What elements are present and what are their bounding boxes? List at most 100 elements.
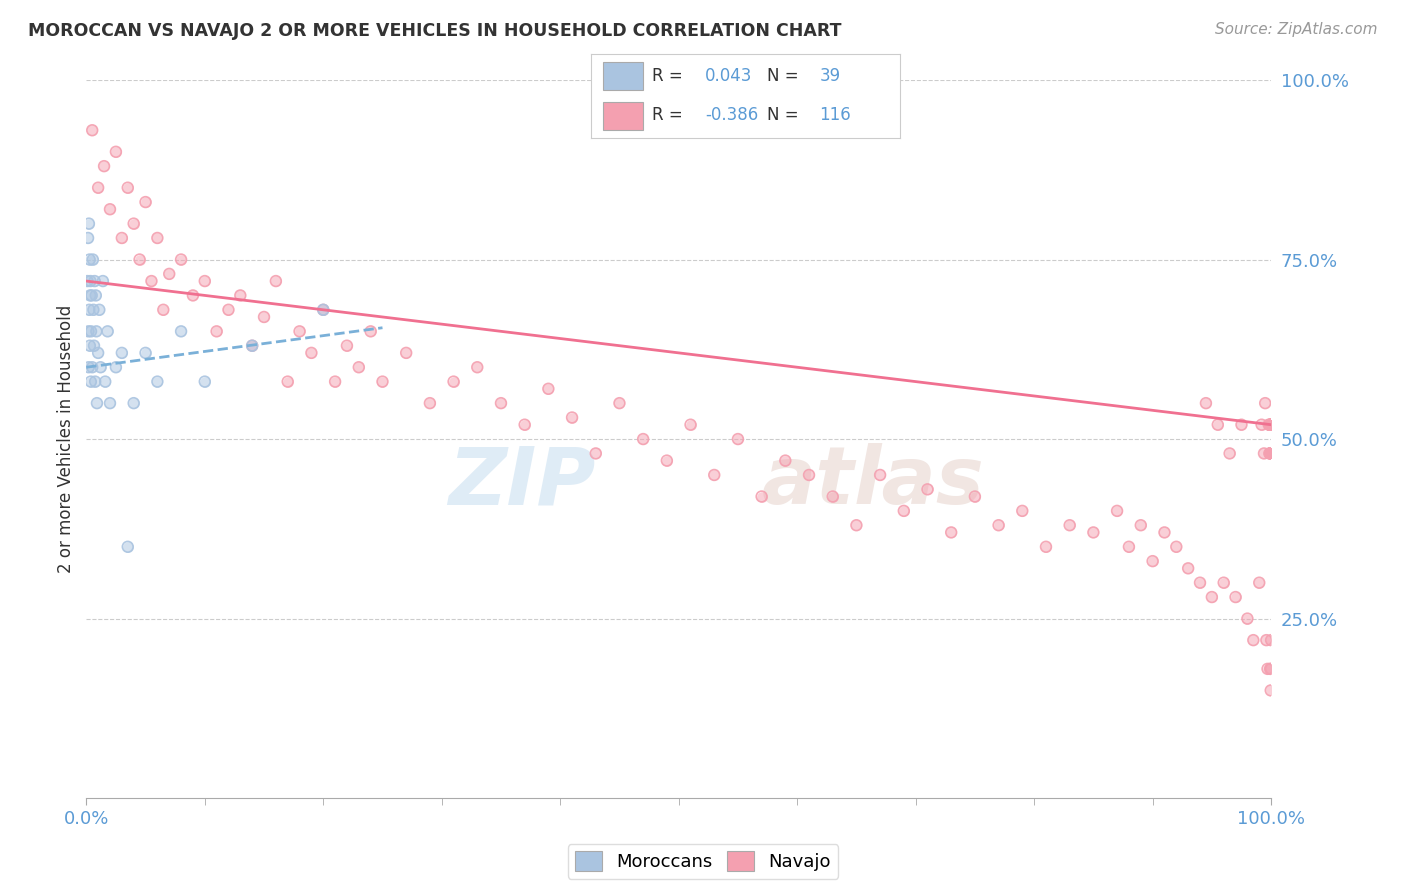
Point xyxy=(1129,518,1152,533)
Point xyxy=(240,339,263,353)
Text: ZIP: ZIP xyxy=(449,443,596,521)
Point xyxy=(963,490,986,504)
Point xyxy=(87,346,110,360)
Point xyxy=(1258,446,1281,460)
Point xyxy=(194,274,217,288)
Point xyxy=(395,346,418,360)
Point xyxy=(77,231,100,245)
Point xyxy=(1118,540,1140,554)
Point xyxy=(1254,396,1277,410)
Point xyxy=(1257,662,1279,676)
Point xyxy=(963,490,986,504)
Point xyxy=(1260,417,1282,432)
Point xyxy=(82,252,104,267)
Point xyxy=(91,274,114,288)
Point xyxy=(312,302,335,317)
Point xyxy=(537,382,560,396)
Point xyxy=(157,267,180,281)
Point xyxy=(1260,446,1282,460)
Point xyxy=(264,274,287,288)
Point xyxy=(631,432,654,446)
Point xyxy=(419,396,441,410)
Point xyxy=(82,302,104,317)
Point xyxy=(1177,561,1199,575)
Point xyxy=(1153,525,1175,540)
Point xyxy=(1260,417,1282,432)
Text: atlas: atlas xyxy=(762,443,984,521)
Point xyxy=(347,360,370,375)
Point xyxy=(1257,417,1279,432)
Point xyxy=(1195,396,1218,410)
Point xyxy=(83,339,105,353)
Point xyxy=(1250,417,1272,432)
Point xyxy=(87,346,110,360)
Point xyxy=(727,432,749,446)
Point xyxy=(1254,396,1277,410)
Point xyxy=(489,396,512,410)
Point xyxy=(371,375,394,389)
Point xyxy=(80,288,103,302)
Point xyxy=(135,346,157,360)
Point xyxy=(135,346,157,360)
Point xyxy=(561,410,583,425)
Point xyxy=(82,252,104,267)
Point xyxy=(117,540,139,554)
Point xyxy=(194,375,217,389)
Point xyxy=(655,453,678,467)
Point xyxy=(83,274,105,288)
Point xyxy=(82,123,104,137)
Point xyxy=(727,432,749,446)
Point xyxy=(1129,518,1152,533)
Point xyxy=(1260,446,1282,460)
Point xyxy=(1011,504,1033,518)
FancyBboxPatch shape xyxy=(603,62,643,90)
Point xyxy=(288,324,311,338)
Point xyxy=(609,396,631,410)
Point xyxy=(323,375,346,389)
Point xyxy=(79,274,101,288)
Point xyxy=(1253,446,1275,460)
Point xyxy=(152,302,174,317)
Point xyxy=(1258,417,1281,432)
Point xyxy=(1260,417,1282,432)
Point xyxy=(1260,446,1282,460)
Point xyxy=(240,339,263,353)
Point xyxy=(987,518,1010,533)
Point xyxy=(76,274,98,288)
Point xyxy=(77,302,100,317)
Point xyxy=(1083,525,1105,540)
Point xyxy=(1118,540,1140,554)
Point xyxy=(797,467,820,482)
Point xyxy=(845,518,868,533)
Point xyxy=(1241,633,1264,648)
Point xyxy=(146,231,169,245)
Point xyxy=(336,339,359,353)
Point xyxy=(1219,446,1241,460)
Point xyxy=(1260,446,1282,460)
Point xyxy=(157,267,180,281)
Legend: Moroccans, Navajo: Moroccans, Navajo xyxy=(568,844,838,879)
Point xyxy=(443,375,465,389)
Point xyxy=(1230,417,1253,432)
Point xyxy=(371,375,394,389)
Point xyxy=(1260,417,1282,432)
Point xyxy=(89,302,111,317)
Point xyxy=(77,324,100,338)
Point xyxy=(181,288,204,302)
Point xyxy=(205,324,228,338)
Point xyxy=(679,417,702,432)
Point xyxy=(1260,633,1282,648)
Text: N =: N = xyxy=(766,68,804,86)
Point xyxy=(77,231,100,245)
Point xyxy=(513,417,536,432)
Point xyxy=(1260,417,1282,432)
Point xyxy=(1212,575,1234,590)
Text: -0.386: -0.386 xyxy=(704,106,758,124)
Point xyxy=(821,490,844,504)
Point xyxy=(1260,446,1282,460)
Point xyxy=(80,324,103,338)
Point xyxy=(128,252,150,267)
Point xyxy=(104,145,127,159)
Point xyxy=(1236,611,1258,625)
Point xyxy=(217,302,239,317)
